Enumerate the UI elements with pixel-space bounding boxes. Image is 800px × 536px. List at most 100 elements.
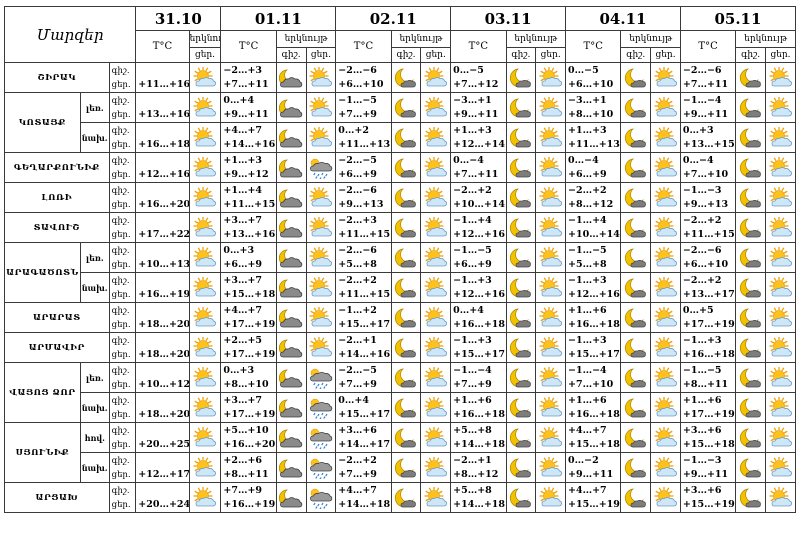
temp-cell: 0…−5 +7…+12: [450, 62, 507, 93]
night-weather-cell: [620, 452, 652, 483]
sunny-cloud-icon: [654, 186, 677, 206]
sunny-cloud-icon: [193, 276, 216, 296]
night-label: գիշ.: [111, 395, 130, 406]
subregion-label: լեռ.: [79, 242, 110, 273]
day-temp: +14…+17: [338, 438, 391, 450]
region-row: նախ. գիշ. ցեր. +12…+17 +2…+6 +8…+11 −2…+2 +7…+9…: [5, 452, 796, 483]
sunny-cloud-icon: [769, 156, 792, 176]
region-row: ԱՐԱՐԱՏ գիշ. ցեր. +18…+20 +4…+7 +17…+19 −1…+2 +1…: [4, 302, 796, 333]
sunny-cloud-icon: [654, 246, 677, 266]
sunny-cloud-icon: [193, 126, 216, 146]
day-temp: +11…+13: [338, 138, 391, 150]
day-label: ցեր.: [111, 379, 131, 390]
day-temp: +16…+18: [453, 318, 506, 330]
night-weather-cell: [275, 392, 307, 423]
temp-cell: 0…−4 +7…+10: [679, 152, 737, 183]
night-weather-cell: [505, 482, 537, 513]
night-temp: 0…−5: [453, 64, 484, 76]
moon-icon: [739, 397, 761, 417]
temp-cell: −3…+1 +8…+10: [565, 92, 622, 123]
night-temp: −1…−4: [682, 94, 722, 106]
sunny-cloud-icon: [193, 216, 216, 236]
day-weather-cell: [650, 272, 681, 303]
temp-column-header: T°C: [220, 30, 277, 63]
period-label: գիշ.: [511, 50, 531, 60]
moon-icon: [394, 217, 416, 237]
day-temp: +12…+16: [138, 168, 190, 180]
night-weather-cell: [390, 452, 422, 483]
weather-column-header: երկնույթ: [620, 30, 681, 48]
temp-cell: 0…+4 +9…+11: [220, 92, 277, 123]
weather-icon-cell: [188, 392, 222, 423]
night-weather-cell: [505, 332, 537, 363]
day-weather-cell: [535, 62, 567, 93]
moon-icon: [624, 337, 646, 357]
night-temp: +1…+6: [682, 394, 722, 406]
weather-label: երկնույթ: [284, 34, 328, 44]
region-row: նախ. գիշ. ցեր. +16…+19 +3…+7 +15…+18 −2…+2 +11……: [5, 272, 796, 303]
day-temp: +6…+10: [682, 258, 729, 270]
sunny-cloud-icon: [193, 366, 216, 386]
day-weather-cell: [765, 482, 796, 513]
date-label: 02.11: [369, 9, 417, 28]
sunny-cloud-icon: [539, 456, 562, 476]
date-header: 01.11: [220, 6, 337, 31]
night-temp: +2…+5: [223, 334, 263, 346]
date-label: 05.11: [714, 9, 762, 28]
region-name-text: ԱՐՑԱԽ: [35, 492, 79, 503]
night-weather-cell: [620, 302, 652, 333]
night-temp: 0…+2: [338, 124, 369, 136]
day-weather-cell: [650, 62, 681, 93]
day-temp: +16…+18: [138, 138, 190, 150]
sunny-cloud-icon: [309, 336, 332, 356]
sunny-cloud-icon: [309, 276, 332, 296]
region-name: ԼՈՌԻ: [4, 182, 110, 213]
sunny-cloud-icon: [424, 306, 447, 326]
sunny-cloud-icon: [424, 246, 447, 266]
sunny-cloud-icon: [539, 426, 562, 446]
weather-label: երկնույթ: [744, 34, 788, 44]
temp-cell: +16…+20: [135, 182, 190, 213]
sunny-cloud-icon: [539, 396, 562, 416]
sunny-cloud-icon: [193, 156, 216, 176]
weather-column-header: երկնույթ: [735, 30, 796, 48]
temp-cell: −1…−4 +9…+11: [679, 92, 737, 123]
moon-icon: [509, 397, 531, 417]
night-temp: [138, 394, 188, 408]
period-label: ցեր.: [310, 50, 331, 60]
region-row: ՇԻՐԱԿ գիշ. ցեր. +11…+16 −2…+3 +7…+11 −2…−6 +6…+…: [4, 62, 796, 93]
night-temp: 0…+4: [223, 94, 255, 106]
sunny-cloud-icon: [424, 186, 447, 206]
sunny-cloud-icon: [769, 66, 792, 86]
moon-icon: [739, 337, 761, 357]
moon-icon: [509, 187, 531, 207]
night-temp: −2…+2: [453, 184, 492, 196]
day-temp: +12…+16: [453, 288, 506, 300]
day-label: ցեր.: [111, 79, 131, 90]
weather-icon-cell: [188, 62, 222, 93]
day-weather-cell: [765, 62, 796, 93]
temp-cell: +4…+7 +17…+19: [220, 302, 277, 333]
sunny-cloud-icon: [193, 306, 216, 326]
day-weather-cell: [420, 302, 452, 333]
sunny-cloud-icon: [654, 396, 677, 416]
temp-cell: +1…+4 +11…+15: [220, 182, 277, 213]
sunny-cloud-icon: [654, 276, 677, 296]
region-name-text: ՏԱՎՈՒՇ: [33, 222, 80, 233]
temp-cell: 0…+4 +15…+17: [335, 392, 392, 423]
weather-label: երկնույթ: [629, 34, 673, 44]
night-temp: −1…+3: [453, 334, 492, 346]
night-weather-cell: [620, 422, 652, 453]
day-weather-cell: [420, 182, 452, 213]
day-temp: +14…+18: [453, 498, 506, 510]
weather-icon-cell: [188, 92, 222, 123]
night-weather-cell: [735, 272, 767, 303]
moon-cloud-icon: [279, 459, 303, 477]
temp-cell: +3…+7 +15…+18: [220, 272, 277, 303]
day-label: ցեր.: [111, 439, 131, 450]
day-temp: +10…+13: [138, 258, 190, 270]
night-weather-cell: [275, 422, 307, 453]
night-temp: −2…+3: [223, 64, 263, 76]
region-name-text: ԱՐԱԳԱԾՈՏՆ: [6, 267, 79, 278]
night-weather-cell: [275, 242, 307, 273]
